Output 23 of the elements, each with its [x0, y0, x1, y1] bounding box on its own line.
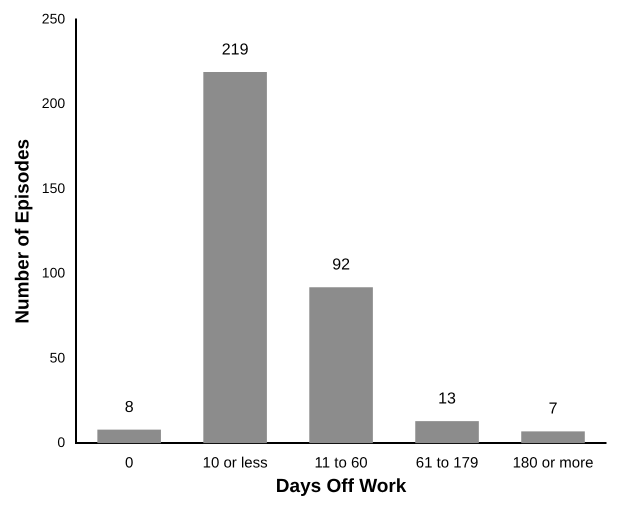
data-label: 13 [438, 390, 456, 408]
y-tick-label: 100 [42, 264, 66, 281]
bar [521, 431, 585, 444]
y-tick-label: 50 [50, 349, 66, 366]
x-tick-label: 0 [124, 454, 134, 472]
bar [309, 287, 373, 444]
data-label: 92 [332, 256, 350, 274]
x-tick-label: 180 or more [512, 454, 594, 472]
bar [97, 430, 161, 444]
x-axis-title: Days Off Work [276, 476, 407, 497]
x-tick-label: 11 to 60 [314, 454, 368, 472]
y-tick-label: 250 [42, 10, 66, 26]
y-tick-label: 0 [57, 434, 66, 450]
y-tick-label: 150 [42, 180, 66, 196]
bar [203, 72, 267, 444]
y-tick-label: 200 [42, 95, 66, 112]
data-label: 8 [124, 399, 134, 416]
y-axis-title: Number of Episodes [12, 138, 34, 324]
bar [415, 421, 479, 444]
x-tick-label: 10 or less [202, 454, 268, 472]
data-label: 7 [548, 400, 558, 418]
data-label: 219 [222, 41, 249, 58]
x-tick-label: 61 to 179 [416, 454, 478, 472]
